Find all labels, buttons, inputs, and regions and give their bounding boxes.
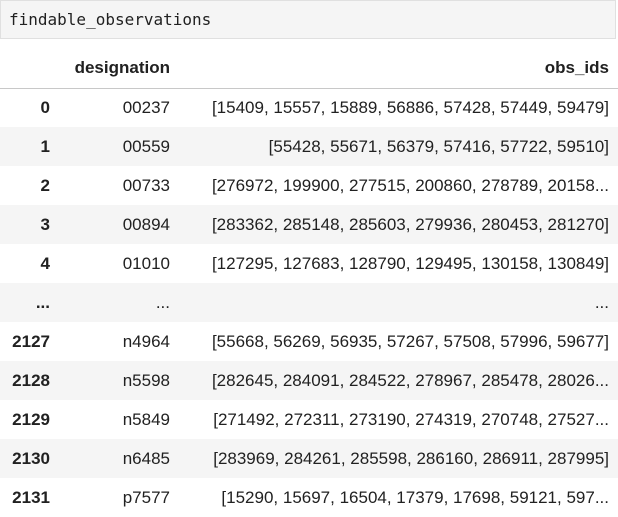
- designation-cell: n5849: [122, 409, 170, 429]
- designation-cell: n6485: [122, 448, 170, 468]
- row-index: 2130: [12, 448, 50, 468]
- obs-ids-cell: [271492, 272311, 273190, 274319, 270748,…: [213, 409, 609, 429]
- obs-ids-cell: [283362, 285148, 285603, 279936, 280453,…: [211, 214, 609, 234]
- designation-cell: p7577: [122, 487, 170, 507]
- designation-cell: 00559: [122, 136, 170, 156]
- designation-cell: 00894: [122, 214, 170, 234]
- table-row: 4 01010 [127295, 127683, 128790, 129495,…: [0, 244, 618, 283]
- obs-ids-cell: [276972, 199900, 277515, 200860, 278789,…: [211, 175, 609, 195]
- row-index: 2127: [12, 331, 50, 351]
- obs-ids-cell: [15409, 15557, 15889, 56886, 57428, 5744…: [211, 97, 609, 117]
- designation-cell: n4964: [122, 331, 170, 351]
- table-row: 2128 n5598 [282645, 284091, 284522, 2789…: [0, 361, 618, 400]
- code-text: findable_observations: [9, 10, 212, 29]
- table-row: 0 00237 [15409, 15557, 15889, 56886, 574…: [0, 88, 618, 127]
- table-row: 2131 p7577 [15290, 15697, 16504, 17379, …: [0, 478, 618, 517]
- table-row: 2127 n4964 [55668, 56269, 56935, 57267, …: [0, 322, 618, 361]
- obs-ids-cell: [55668, 56269, 56935, 57267, 57508, 5799…: [211, 331, 609, 351]
- obs-ids-header: obs_ids: [179, 49, 618, 89]
- obs-ids-cell: [127295, 127683, 128790, 129495, 130158,…: [211, 253, 609, 273]
- designation-header: designation: [59, 49, 179, 89]
- designation-cell: 00733: [122, 175, 170, 195]
- row-index: ...: [35, 292, 50, 312]
- designation-cell: n5598: [122, 370, 170, 390]
- table-row: 3 00894 [283362, 285148, 285603, 279936,…: [0, 205, 618, 244]
- header-row: designation obs_ids: [0, 49, 618, 89]
- obs-ids-cell: [282645, 284091, 284522, 278967, 285478,…: [211, 370, 609, 390]
- row-index: 3: [40, 214, 50, 234]
- table-row: 2129 n5849 [271492, 272311, 273190, 2743…: [0, 400, 618, 439]
- row-index: 0: [40, 97, 50, 117]
- obs-ids-cell: [15290, 15697, 16504, 17379, 17698, 5912…: [221, 487, 609, 507]
- table-row: 1 00559 [55428, 55671, 56379, 57416, 577…: [0, 127, 618, 166]
- row-index: 2128: [12, 370, 50, 390]
- ellipsis-row: ... ... ...: [0, 283, 618, 322]
- table-row: 2130 n6485 [283969, 284261, 285598, 2861…: [0, 439, 618, 478]
- code-cell[interactable]: findable_observations: [0, 0, 616, 39]
- row-index: 2129: [12, 409, 50, 429]
- table-row: 2 00733 [276972, 199900, 277515, 200860,…: [0, 166, 618, 205]
- row-index: 2: [40, 175, 50, 195]
- designation-cell: ...: [155, 292, 170, 312]
- designation-cell: 00237: [122, 97, 170, 117]
- obs-ids-cell: ...: [594, 292, 609, 312]
- obs-ids-cell: [55428, 55671, 56379, 57416, 57722, 5951…: [268, 136, 609, 156]
- index-header: [0, 49, 59, 89]
- obs-ids-cell: [283969, 284261, 285598, 286160, 286911,…: [213, 448, 609, 468]
- row-index: 2131: [12, 487, 50, 507]
- row-index: 1: [40, 136, 50, 156]
- designation-cell: 01010: [122, 253, 170, 273]
- row-index: 4: [40, 253, 50, 273]
- dataframe-table: designation obs_ids 0 00237 [15409, 1555…: [0, 49, 618, 517]
